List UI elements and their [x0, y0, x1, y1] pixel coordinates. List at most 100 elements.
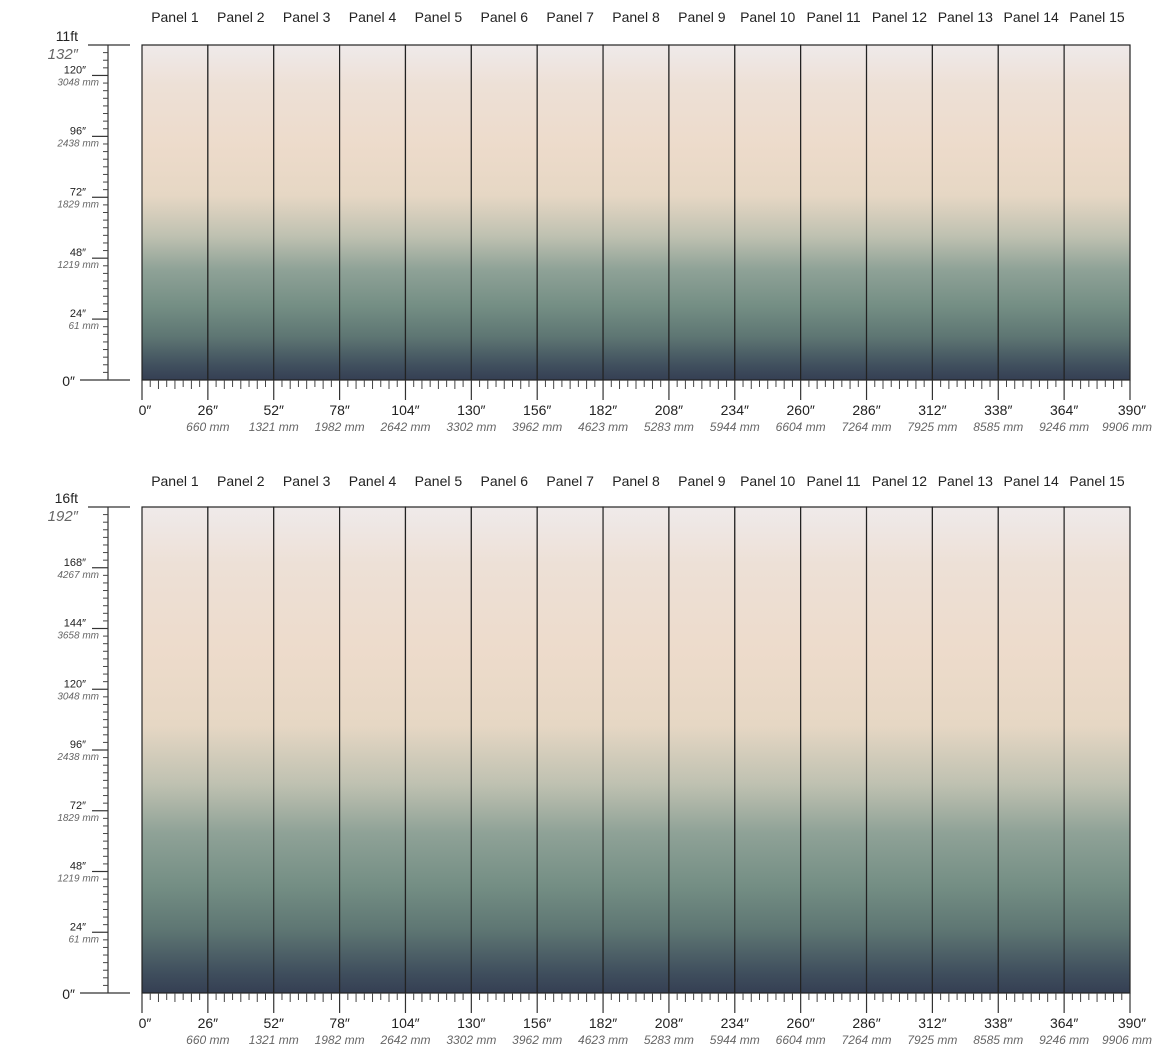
wallpaper-panel: [339, 44, 407, 381]
width-tick-inches: 78″: [329, 1015, 350, 1031]
width-tick-inches: 260″: [787, 402, 815, 418]
panel-label: Panel 11: [806, 9, 860, 25]
panel-label: Panel 12: [872, 473, 927, 489]
panel-label: Panel 3: [283, 473, 331, 489]
width-tick-mm: 6604 mm: [776, 1033, 826, 1047]
wallpaper-panel: [470, 44, 538, 381]
panel-label: Panel 1: [151, 473, 199, 489]
width-tick-inches: 52″: [263, 402, 284, 418]
height-tick-inches: 120″: [64, 64, 86, 76]
width-tick-inches: 338″: [984, 402, 1012, 418]
panel-label: Panel 12: [872, 9, 927, 25]
width-tick-mm: 2642 mm: [379, 1033, 430, 1047]
width-tick-mm: 4623 mm: [578, 1033, 628, 1047]
wallpaper-panel: [865, 506, 933, 994]
panel-label: Panel 14: [1004, 9, 1059, 25]
wallpaper-panel: [800, 506, 868, 994]
wallpaper-panel: [1063, 44, 1131, 381]
width-tick-inches: 130″: [457, 402, 485, 418]
width-tick-inches: 338″: [984, 1015, 1012, 1031]
width-tick-mm: 5944 mm: [710, 420, 760, 434]
width-tick-mm: 7264 mm: [842, 420, 892, 434]
height-tick-mm: 3048 mm: [57, 77, 99, 88]
width-tick-mm: 9906 mm: [1102, 1033, 1152, 1047]
wallpaper-panel: [470, 506, 538, 994]
height-in-label: 132″: [48, 46, 79, 63]
width-tick-mm: 5944 mm: [710, 1033, 760, 1047]
panel-label: Panel 2: [217, 473, 265, 489]
width-tick-mm: 9906 mm: [1102, 420, 1152, 434]
width-tick-mm: 660 mm: [186, 1033, 229, 1047]
wallpaper-panel: [207, 44, 275, 381]
wallpaper-panel: [404, 506, 472, 994]
wallpaper-panel: [536, 506, 604, 994]
panel-label: Panel 13: [938, 9, 993, 25]
panel-label: Panel 8: [612, 9, 660, 25]
width-tick-mm: 7925 mm: [907, 1033, 957, 1047]
height-tick-inches: 24″: [70, 308, 86, 320]
panel-label: Panel 6: [481, 473, 529, 489]
wallpaper-panel: [273, 506, 341, 994]
height-tick-mm: 1829 mm: [57, 813, 99, 824]
width-tick-mm: 8585 mm: [973, 420, 1023, 434]
width-tick-inches: 364″: [1050, 402, 1078, 418]
width-tick-inches: 0″: [139, 1015, 152, 1031]
height-ft-label: 11ft: [56, 28, 78, 44]
width-tick-mm: 2642 mm: [379, 420, 430, 434]
wallpaper-panel: [602, 44, 670, 381]
width-tick-mm: 6604 mm: [776, 420, 826, 434]
width-tick-mm: 3962 mm: [512, 420, 562, 434]
wallpaper-panel: [536, 44, 604, 381]
wallpaper-panel: [931, 506, 999, 994]
height-tick-mm: 2438 mm: [56, 138, 99, 149]
wallpaper-panel: [141, 44, 209, 381]
width-tick-inches: 208″: [655, 1015, 683, 1031]
width-tick-mm: 7264 mm: [842, 1033, 892, 1047]
panel-label: Panel 6: [481, 9, 529, 25]
panel-label: Panel 2: [217, 9, 265, 25]
width-tick-mm: 660 mm: [186, 420, 229, 434]
width-tick-inches: 234″: [721, 1015, 749, 1031]
wallpaper-panel: [668, 44, 736, 381]
width-tick-mm: 7925 mm: [907, 420, 957, 434]
panel-label: Panel 5: [415, 9, 463, 25]
width-tick-inches: 78″: [329, 402, 350, 418]
wallpaper-panel: [931, 44, 999, 381]
width-tick-inches: 156″: [523, 402, 551, 418]
width-tick-inches: 286″: [852, 1015, 880, 1031]
panel-label: Panel 10: [740, 9, 795, 25]
width-tick-inches: 0″: [139, 402, 152, 418]
panel-label: Panel 11: [806, 473, 860, 489]
width-tick-mm: 4623 mm: [578, 420, 628, 434]
panel-label: Panel 13: [938, 473, 993, 489]
width-tick-mm: 5283 mm: [644, 420, 694, 434]
panel-label: Panel 5: [415, 473, 463, 489]
width-tick-mm: 1321 mm: [249, 1033, 299, 1047]
wallpaper-panel: [404, 44, 472, 381]
width-tick-inches: 260″: [787, 1015, 815, 1031]
height-tick-mm: 1829 mm: [57, 199, 99, 210]
height-tick-inches: 96″: [70, 739, 86, 751]
height-in-label: 192″: [48, 508, 79, 525]
wallpaper-panel: [800, 44, 868, 381]
wallpaper-panel: [997, 506, 1065, 994]
height-tick-inches: 72″: [70, 186, 86, 198]
width-tick-inches: 26″: [198, 402, 219, 418]
width-tick-mm: 1982 mm: [315, 1033, 365, 1047]
height-tick-mm: 1219 mm: [57, 874, 99, 885]
wallpaper-panel: [734, 506, 802, 994]
wallpaper-panel: [141, 506, 209, 994]
panel-label: Panel 14: [1004, 473, 1059, 489]
width-tick-mm: 5283 mm: [644, 1033, 694, 1047]
height-ft-label: 16ft: [55, 490, 78, 506]
width-tick-mm: 3962 mm: [512, 1033, 562, 1047]
panel-label: Panel 8: [612, 473, 660, 489]
width-tick-mm: 9246 mm: [1039, 420, 1089, 434]
width-tick-inches: 390″: [1118, 1015, 1146, 1031]
width-tick-mm: 3302 mm: [446, 1033, 496, 1047]
panel-label: Panel 15: [1069, 9, 1124, 25]
height-tick-inches: 24″: [70, 921, 86, 933]
width-tick-inches: 156″: [523, 1015, 551, 1031]
panel-label: Panel 7: [546, 473, 594, 489]
